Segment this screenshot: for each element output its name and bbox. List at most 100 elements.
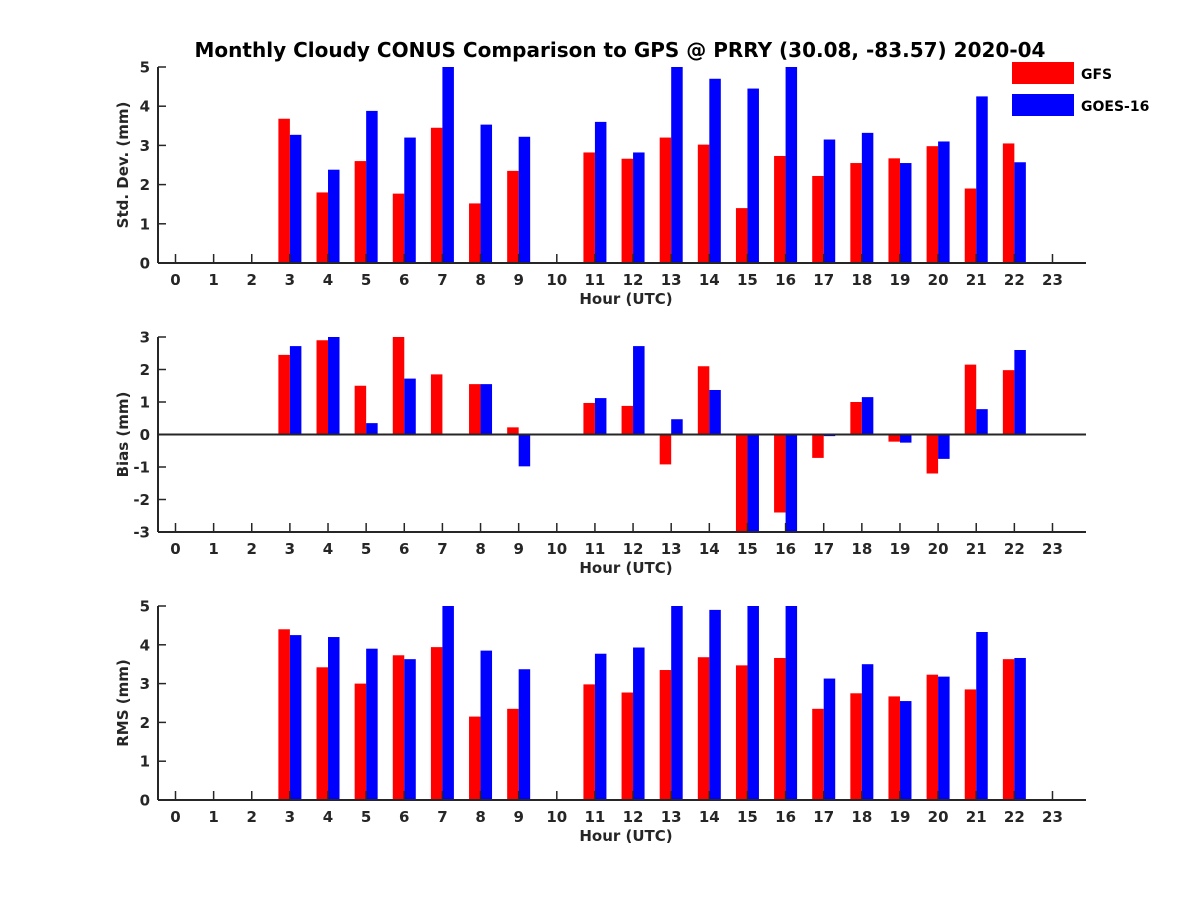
x-tick-label: 0 — [170, 540, 180, 558]
bar-goes-16-hour-11 — [594, 121, 607, 263]
x-tick-label: 16 — [775, 808, 796, 826]
x-tick-label: 15 — [737, 540, 758, 558]
bar-goes-16-hour-18 — [861, 132, 874, 263]
x-tick-label: 21 — [966, 808, 987, 826]
bar-goes-16-hour-21 — [976, 409, 988, 435]
x-tick-label: 4 — [323, 808, 333, 826]
x-tick-label: 16 — [775, 540, 796, 558]
bar-gfs-hour-18 — [850, 402, 862, 435]
bar-gfs-hour-11 — [583, 152, 595, 263]
x-tick-label: 4 — [323, 540, 333, 558]
bar-goes-16-hour-3 — [289, 134, 302, 263]
x-tick-label: 7 — [437, 808, 447, 826]
bar-gfs-hour-5 — [354, 683, 367, 800]
x-tick-label: 0 — [170, 808, 180, 826]
bar-gfs-hour-6 — [392, 193, 405, 263]
bar-gfs-hour-9 — [507, 427, 519, 435]
legend: GFS GOES-16 — [1012, 62, 1149, 116]
x-tick-label: 7 — [437, 540, 447, 558]
x-tick-label: 12 — [623, 271, 644, 289]
bar-gfs-hour-7 — [430, 374, 443, 435]
bar-goes-16-hour-3 — [289, 635, 302, 800]
y-axis-label: RMS (mm) — [114, 659, 132, 746]
bar-goes-16-hour-5 — [366, 423, 378, 435]
x-tick-label: 14 — [699, 540, 720, 558]
y-tick-label: 5 — [140, 59, 150, 77]
bar-gfs-hour-19 — [888, 434, 900, 442]
x-axis-label: Hour (UTC) — [579, 559, 672, 577]
bar-goes-16-hour-7 — [442, 67, 454, 263]
x-tick-label: 12 — [623, 540, 644, 558]
bar-goes-16-hour-4 — [328, 169, 340, 263]
bar-gfs-hour-7 — [430, 647, 443, 800]
legend-swatch-gfs — [1012, 62, 1074, 84]
x-tick-label: 19 — [890, 271, 911, 289]
x-axis-label: Hour (UTC) — [579, 290, 672, 308]
bar-goes-16-hour-5 — [366, 648, 378, 800]
x-tick-label: 20 — [928, 540, 949, 558]
bar-goes-16-hour-12 — [633, 647, 645, 800]
chart-title: Monthly Cloudy CONUS Comparison to GPS @… — [195, 38, 1046, 62]
bar-gfs-hour-14 — [697, 144, 710, 263]
y-tick-label: 0 — [140, 255, 150, 273]
x-tick-label: 0 — [170, 271, 180, 289]
bar-goes-16-hour-14 — [709, 609, 721, 800]
bar-gfs-hour-8 — [469, 203, 481, 263]
x-tick-label: 14 — [699, 271, 720, 289]
bar-goes-16-hour-8 — [480, 650, 493, 800]
bar-gfs-hour-16 — [774, 155, 786, 263]
bar-gfs-hour-13 — [659, 434, 672, 465]
x-tick-label: 17 — [813, 808, 834, 826]
x-tick-label: 5 — [361, 540, 371, 558]
x-tick-label: 11 — [584, 271, 605, 289]
x-tick-label: 11 — [584, 540, 605, 558]
bar-goes-16-hour-15 — [747, 606, 759, 800]
x-tick-label: 23 — [1042, 808, 1063, 826]
x-tick-label: 21 — [966, 271, 987, 289]
bar-gfs-hour-5 — [354, 385, 367, 435]
bar-goes-16-hour-15 — [747, 88, 759, 263]
bar-gfs-hour-12 — [621, 405, 634, 435]
bar-gfs-hour-15 — [735, 208, 748, 263]
bar-gfs-hour-17 — [812, 708, 824, 800]
bar-gfs-hour-18 — [850, 693, 862, 800]
x-tick-label: 8 — [475, 808, 485, 826]
x-tick-label: 3 — [285, 271, 295, 289]
x-tick-label: 2 — [247, 540, 257, 558]
bar-goes-16-hour-5 — [366, 110, 378, 264]
y-tick-label: -2 — [133, 491, 150, 509]
x-tick-label: 5 — [361, 271, 371, 289]
bar-gfs-hour-19 — [888, 696, 900, 800]
bar-gfs-hour-21 — [964, 188, 977, 263]
bar-goes-16-hour-22 — [1014, 657, 1026, 800]
bar-goes-16-hour-4 — [328, 337, 340, 435]
bar-gfs-hour-3 — [278, 118, 290, 264]
bar-goes-16-hour-14 — [709, 389, 721, 435]
y-tick-label: 1 — [140, 753, 150, 771]
bar-goes-16-hour-3 — [289, 346, 302, 435]
x-tick-label: 18 — [851, 808, 872, 826]
x-tick-label: 13 — [661, 808, 682, 826]
y-tick-label: -3 — [133, 524, 150, 542]
bar-gfs-hour-13 — [659, 137, 672, 263]
x-tick-label: 3 — [285, 808, 295, 826]
bar-goes-16-hour-6 — [404, 659, 416, 800]
x-tick-label: 8 — [475, 540, 485, 558]
x-tick-label: 19 — [890, 808, 911, 826]
x-tick-label: 20 — [928, 271, 949, 289]
bar-goes-16-hour-9 — [518, 669, 531, 800]
bar-gfs-hour-22 — [1002, 370, 1015, 435]
bar-gfs-hour-4 — [316, 667, 329, 800]
bar-gfs-hour-19 — [888, 158, 900, 263]
bar-gfs-hour-15 — [735, 434, 748, 532]
bar-gfs-hour-20 — [926, 434, 939, 474]
x-tick-label: 2 — [247, 271, 257, 289]
bar-goes-16-hour-19 — [899, 163, 912, 263]
x-tick-label: 5 — [361, 808, 371, 826]
bar-goes-16-hour-8 — [480, 124, 493, 264]
bar-gfs-hour-21 — [964, 689, 977, 800]
legend-label-goes-16: GOES-16 — [1081, 99, 1149, 115]
